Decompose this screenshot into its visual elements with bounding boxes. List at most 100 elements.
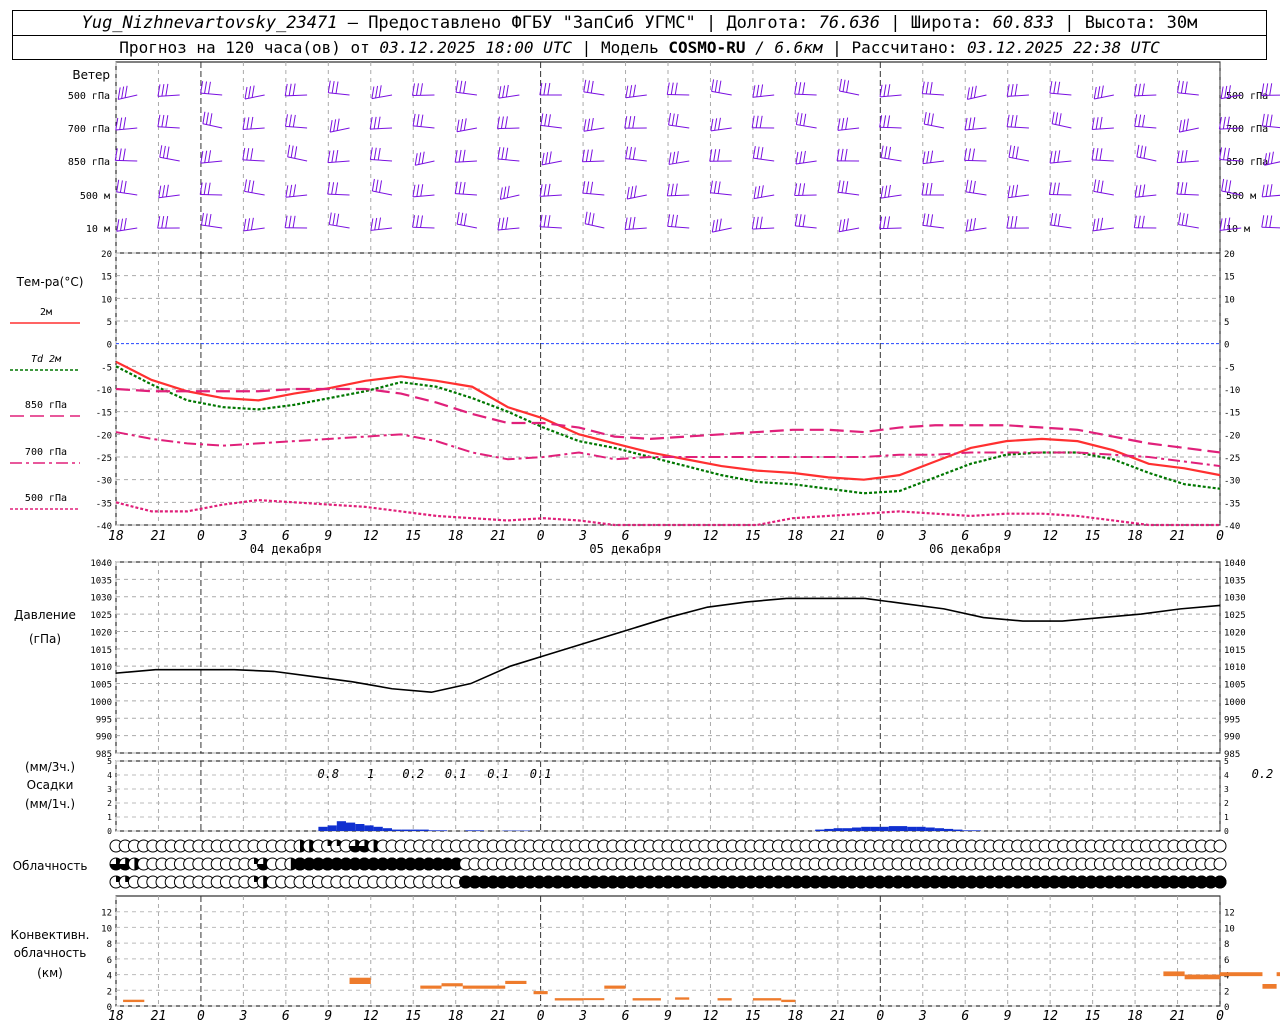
wind-barb-feather bbox=[837, 118, 841, 131]
wind-barb-feather bbox=[547, 82, 551, 96]
wind-barb-feather bbox=[628, 217, 632, 230]
wind-barb-feather bbox=[846, 80, 850, 93]
wind-barb bbox=[967, 94, 987, 100]
model-label: Модель bbox=[600, 38, 659, 57]
wind-barb bbox=[412, 226, 435, 229]
wind-barb-feather bbox=[586, 181, 590, 194]
wind-barb-feather bbox=[244, 179, 248, 192]
wind-barb-feather bbox=[204, 213, 208, 226]
wind-barb-feather bbox=[1050, 212, 1054, 226]
wind-barb-feather bbox=[1091, 147, 1095, 161]
wind-barb bbox=[457, 223, 478, 229]
wind-barb-feather bbox=[1099, 116, 1103, 130]
wind-barb-feather bbox=[1095, 148, 1099, 161]
wind-barb-feather bbox=[887, 216, 891, 229]
wind-barb-feather bbox=[207, 182, 211, 195]
wind-barb-feather bbox=[292, 215, 296, 228]
wind-barb-feather bbox=[752, 146, 756, 159]
wind-barb bbox=[540, 194, 562, 197]
wind-barb-feather bbox=[1143, 146, 1147, 159]
wind-barb-feather bbox=[1051, 111, 1055, 124]
pres-tick-left: 985 bbox=[96, 750, 112, 760]
provider-text: — Предоставлено ФГБУ "ЗапСиб УГМС" bbox=[347, 13, 696, 33]
x-tick-label-bottom: 21 bbox=[151, 1009, 167, 1024]
wind-barb-feather bbox=[331, 81, 335, 94]
wind-barb-feather bbox=[1223, 217, 1227, 231]
wind-barb bbox=[540, 226, 562, 229]
wind-barb-feather bbox=[625, 146, 629, 159]
wind-barb-feather bbox=[204, 150, 208, 163]
wind-barb bbox=[879, 94, 902, 98]
wind-barb-feather bbox=[1142, 184, 1146, 197]
wind-barb-feather bbox=[841, 117, 845, 131]
wind-barb-feather bbox=[496, 116, 500, 129]
wind-barb bbox=[881, 157, 902, 162]
wind-barb-feather bbox=[759, 115, 763, 128]
wind-barb-feather bbox=[836, 148, 840, 161]
wind-barb-feather bbox=[114, 148, 118, 161]
wind-barb bbox=[330, 127, 350, 133]
wind-barb-feather bbox=[1137, 83, 1141, 96]
wind-barb-feather bbox=[965, 179, 969, 192]
wind-barb-feather bbox=[1057, 81, 1061, 94]
precip-bar bbox=[944, 828, 954, 831]
wind-barb bbox=[1050, 224, 1072, 229]
temp-tick-left: -30 bbox=[96, 477, 112, 487]
temp-tick-left: -25 bbox=[96, 454, 112, 464]
wind-barb-feather bbox=[752, 85, 756, 98]
wind-barb-feather bbox=[883, 115, 887, 128]
wind-barb bbox=[1262, 125, 1280, 129]
wind-barb-feather bbox=[209, 113, 213, 126]
wind-barb-feather bbox=[505, 147, 509, 160]
wind-barb-feather bbox=[794, 183, 798, 196]
wind-barb-feather bbox=[884, 146, 888, 159]
wind-barb bbox=[668, 160, 690, 165]
wind-barb-feather bbox=[675, 114, 679, 127]
conv-segment bbox=[1220, 972, 1263, 977]
wind-barb-feather bbox=[888, 146, 892, 159]
wind-barb bbox=[370, 227, 393, 231]
wind-barb-feather bbox=[116, 179, 120, 192]
pres-tick-right: 1015 bbox=[1224, 646, 1246, 656]
wind-barb-feather bbox=[378, 217, 382, 230]
wind-barb-feather bbox=[751, 216, 755, 230]
wind-barb-feather bbox=[802, 183, 806, 196]
wind-barb-feather bbox=[884, 185, 888, 198]
wind-barb bbox=[1049, 160, 1072, 164]
wind-barb-feather bbox=[293, 184, 297, 197]
precip-bar bbox=[410, 829, 420, 831]
precip-bar bbox=[870, 826, 880, 831]
wind-barb-feather bbox=[419, 83, 423, 96]
wind-barb-feather bbox=[588, 212, 592, 225]
x-tick-label-bottom: 9 bbox=[1004, 1009, 1012, 1024]
wind-barb-feather bbox=[845, 181, 849, 194]
wind-barb-feather bbox=[964, 148, 968, 161]
wind-barb-feather bbox=[632, 147, 636, 160]
wind-barb-feather bbox=[377, 147, 381, 161]
wind-barb-feather bbox=[1261, 184, 1265, 197]
wind-barb-feather bbox=[505, 84, 509, 98]
wind-barb-feather bbox=[582, 181, 586, 194]
wind-barb bbox=[1007, 94, 1029, 97]
conv-tick-left: 4 bbox=[107, 972, 112, 982]
wind-barb-feather bbox=[290, 145, 294, 158]
wind-barb-feather bbox=[590, 80, 594, 94]
wind-barb bbox=[118, 94, 138, 100]
conv-tick-right: 8 bbox=[1224, 940, 1229, 950]
wind-barb bbox=[115, 127, 138, 131]
temp-tick-left: -10 bbox=[96, 386, 112, 396]
wind-barb-feather bbox=[970, 86, 974, 99]
wind-barb bbox=[795, 225, 817, 229]
wind-barb-feather bbox=[336, 213, 340, 226]
precip-bar bbox=[401, 829, 411, 831]
temp-tick-right: 0 bbox=[1224, 341, 1229, 351]
conv-tick-left: 10 bbox=[101, 924, 112, 934]
wind-barb-feather bbox=[455, 80, 459, 93]
x-tick-label-bottom: 3 bbox=[918, 1009, 927, 1024]
wind-barb-feather bbox=[336, 118, 340, 131]
x-tick-label: 12 bbox=[703, 529, 719, 544]
wind-barb-feather bbox=[162, 145, 166, 159]
precip-bar bbox=[934, 828, 944, 831]
temp-tick-left: -5 bbox=[101, 363, 112, 373]
wind-barb-feather bbox=[375, 179, 379, 192]
